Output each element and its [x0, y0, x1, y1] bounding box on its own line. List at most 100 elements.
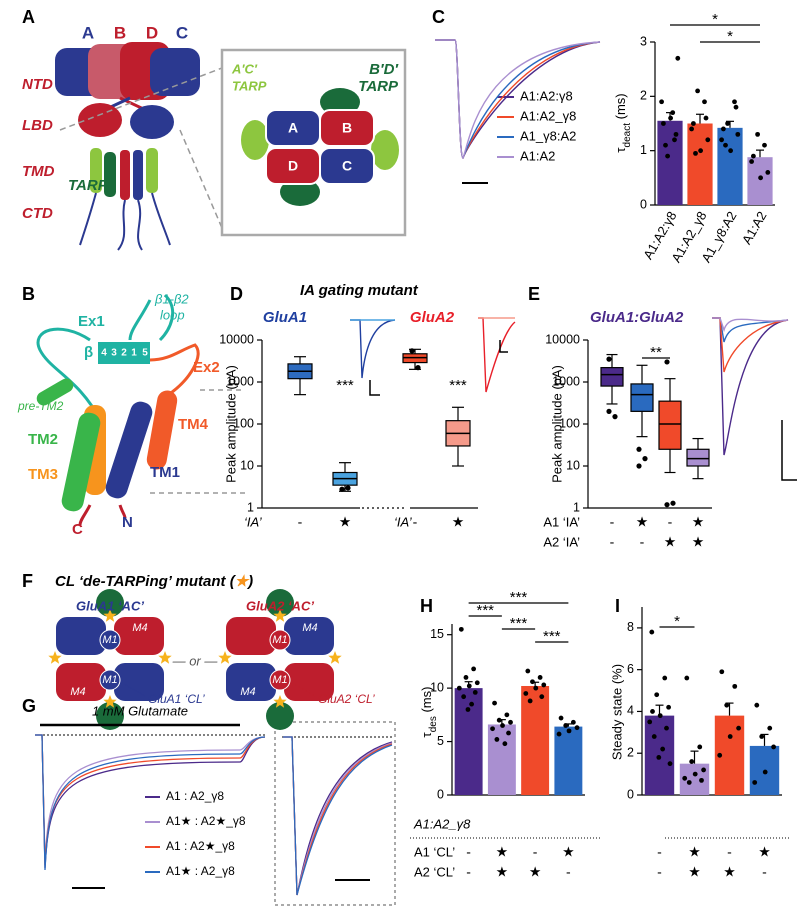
tarp-label: TARP	[232, 78, 267, 93]
row-symbol: ★	[636, 514, 649, 530]
data-point	[502, 741, 508, 747]
loop-label: β1-β2	[154, 291, 189, 306]
data-point	[689, 759, 695, 764]
tarp	[371, 130, 399, 170]
domain-label: Ex1	[78, 313, 105, 330]
topology-schematic	[36, 293, 245, 526]
tarp-helix	[104, 152, 116, 197]
data-point	[701, 767, 706, 773]
legend-label: A1:A2	[520, 148, 555, 163]
significance-label: ***	[476, 602, 494, 619]
helix-label: TM3	[28, 466, 58, 483]
pointer	[123, 683, 146, 697]
row-symbol: ★	[692, 534, 705, 550]
row-label: ‘IA’	[394, 514, 413, 529]
tarp-label: A′C′	[231, 61, 258, 76]
helix-label: M1	[102, 634, 117, 646]
row-symbol: -	[298, 514, 303, 530]
mutation-star	[273, 609, 287, 622]
tetramer-title: GluA2 ‘AC’	[246, 598, 314, 613]
data-point	[456, 685, 462, 691]
y-tick-label: 1	[247, 500, 254, 514]
strand-number: 4	[101, 348, 107, 359]
legend-label: A1 : A2★_γ8	[166, 839, 235, 853]
tm4-helix	[146, 390, 178, 470]
data-point	[735, 131, 741, 137]
row-symbol: ★	[529, 864, 542, 880]
subscript: des	[428, 716, 439, 732]
x-tick-label: A1:A2	[739, 209, 770, 247]
y-tick-label: 1	[640, 143, 647, 157]
strand-number: 1	[131, 348, 137, 359]
row-symbol: ★	[723, 864, 736, 880]
data-point	[527, 698, 533, 704]
data-point	[656, 755, 662, 760]
data-point	[702, 99, 707, 105]
domain-label: CTD	[22, 205, 53, 222]
box	[686, 448, 710, 467]
data-point	[566, 728, 572, 734]
data-point	[751, 153, 756, 159]
outlier	[345, 485, 351, 491]
data-point	[651, 734, 657, 739]
y-tick-label: 2	[640, 89, 647, 103]
data-point	[492, 700, 497, 706]
panel-label: F	[22, 571, 33, 591]
pointer	[293, 683, 316, 697]
symbol: τ	[613, 147, 628, 153]
tarp-label: TARP	[358, 78, 399, 95]
subunit	[54, 615, 108, 657]
receptor-schematic	[55, 42, 407, 251]
significance-label: ***	[449, 377, 467, 394]
outlier	[664, 359, 670, 365]
panel-title: CL ‘de-TARPing’ mutant (★)	[55, 573, 253, 590]
data-point	[469, 701, 475, 707]
title-part: )	[246, 573, 253, 590]
data-point	[675, 55, 681, 61]
group-label: A1:A2_γ8	[413, 816, 471, 831]
tm2-helix	[61, 412, 101, 512]
data-point	[660, 746, 666, 752]
cl-label: GluA1 ‘CL’	[148, 692, 205, 706]
ex2-loop	[149, 343, 200, 397]
trace	[712, 317, 789, 333]
outlier	[636, 446, 642, 452]
data-point	[728, 148, 733, 154]
data-point	[717, 752, 723, 758]
y-tick-label: 8	[627, 620, 634, 634]
group-label: GluA1	[263, 309, 307, 326]
panel-label: B	[22, 284, 35, 304]
unit: (ms)	[613, 93, 628, 123]
data-point	[508, 719, 513, 725]
tarp	[241, 120, 269, 160]
y-tick-label: 1000	[552, 374, 580, 388]
trace	[35, 734, 266, 871]
data-point	[668, 115, 673, 121]
row-symbol: ★	[688, 844, 701, 860]
row-label: A2 ‘CL’	[414, 864, 455, 879]
row-symbol: -	[762, 864, 767, 880]
y-tick-label: 4	[627, 704, 634, 718]
data-point	[661, 121, 666, 126]
tarp	[96, 589, 124, 617]
subunit-b	[319, 109, 375, 147]
y-tick-label: 10000	[545, 332, 580, 346]
trace	[712, 317, 789, 373]
row-symbol: ★	[452, 514, 465, 530]
outlier	[642, 456, 648, 462]
strand-number: 3	[111, 348, 117, 359]
legend-label: A1:A2:γ8	[520, 88, 573, 103]
tarp	[96, 702, 124, 730]
row-symbol: -	[657, 864, 662, 880]
data-point	[672, 137, 677, 143]
data-point	[758, 175, 763, 181]
data-point	[723, 142, 728, 148]
data-point	[654, 692, 660, 698]
bar	[554, 726, 583, 795]
data-point	[525, 668, 531, 674]
bar	[687, 123, 713, 205]
tarp	[266, 702, 294, 730]
domain-label: Ex2	[193, 359, 220, 376]
row-symbol: -	[610, 534, 615, 550]
row-symbol: -	[466, 844, 471, 860]
